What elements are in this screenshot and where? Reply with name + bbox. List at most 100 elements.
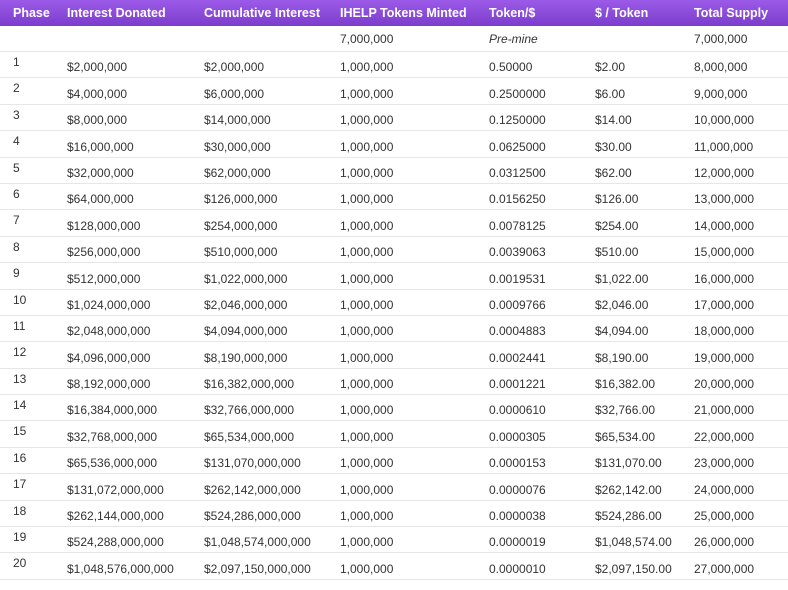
cell-phase: 18: [0, 500, 67, 528]
cell-total-supply: 27,000,000: [694, 552, 788, 580]
cell-cumulative-interest: $1,048,574,000,000: [204, 526, 340, 554]
cell-tokens-minted: 1,000,000: [340, 394, 489, 422]
cell-token-per-dollar: 0.0312500: [489, 157, 595, 184]
cell-phase: 6: [0, 183, 67, 211]
cell-dollar-per-token: $131,070.00: [595, 447, 694, 475]
table-row: 8 $256,000,000 $510,000,000 1,000,000 0.0039…: [0, 236, 788, 264]
cell-cumulative-interest: $1,022,000,000: [204, 262, 340, 290]
cell-tokens-minted: 1,000,000: [340, 130, 489, 158]
table-row: 14 $16,384,000,000 $32,766,000,000 1,000,00…: [0, 394, 788, 422]
cell-tokens-minted: 1,000,000: [340, 526, 489, 554]
table-row: 16 $65,536,000,000 $131,070,000,000 1,000,0…: [0, 447, 788, 475]
cell-tokens-minted: 1,000,000: [340, 552, 489, 580]
table-row: 15 $32,768,000,000 $65,534,000,000 1,000,00…: [0, 420, 788, 448]
cell-tokens-minted: 1,000,000: [340, 262, 489, 290]
cell-dollar-per-token: $62.00: [595, 157, 694, 184]
cell-cumulative-interest: $14,000,000: [204, 104, 340, 132]
table-row: 9 $512,000,000 $1,022,000,000 1,000,000 0.00…: [0, 262, 788, 290]
cell-total-supply: 11,000,000: [694, 130, 788, 158]
cell-interest-donated: $512,000,000: [67, 262, 204, 290]
cell-interest-donated: $8,192,000,000: [67, 368, 204, 396]
cell-tokens-minted: 1,000,000: [340, 368, 489, 396]
cell-dollar-per-token: $14.00: [595, 104, 694, 132]
cell-total-supply: 23,000,000: [694, 447, 788, 475]
table-row: 5 $32,000,000 $62,000,000 1,000,000 0.031250…: [0, 157, 788, 184]
cell-dollar-per-token: $1,048,574.00: [595, 526, 694, 554]
table-row: 18 $262,144,000,000 $524,286,000,000 1,000,…: [0, 500, 788, 528]
cell-total-supply: 10,000,000: [694, 104, 788, 132]
cell-tokens-minted: 1,000,000: [340, 236, 489, 264]
cell-interest-donated: $2,048,000,000: [67, 315, 204, 343]
premine-label: Pre-mine: [489, 26, 595, 52]
cell-tokens-minted: 1,000,000: [340, 51, 489, 79]
cell-token-per-dollar: 0.0009766: [489, 289, 595, 316]
cell-tokens-minted: 1,000,000: [340, 289, 489, 316]
table-row: 1 $2,000,000 $2,000,000 1,000,000 0.50000 $2.…: [0, 51, 788, 79]
cell-tokens-minted: 1,000,000: [340, 157, 489, 184]
table-row: 19 $524,288,000,000 $1,048,574,000,000 1,00…: [0, 526, 788, 554]
cell-interest-donated: $4,096,000,000: [67, 341, 204, 369]
header-total-supply: Total Supply: [694, 6, 769, 20]
cell-total-supply: 8,000,000: [694, 51, 788, 79]
table-row: 4 $16,000,000 $30,000,000 1,000,000 0.062500…: [0, 130, 788, 158]
cell-token-per-dollar: 0.0156250: [489, 183, 595, 211]
cell-phase: 17: [0, 473, 67, 501]
cell-phase: 9: [0, 262, 67, 290]
cell-dollar-per-token: $254.00: [595, 209, 694, 237]
cell-dollar-per-token: $16,382.00: [595, 368, 694, 396]
cell-token-per-dollar: 0.0039063: [489, 236, 595, 264]
cell-total-supply: 24,000,000: [694, 473, 788, 501]
cell-cumulative-interest: $8,190,000,000: [204, 341, 340, 369]
cell-tokens-minted: 1,000,000: [340, 500, 489, 528]
table-row: 17 $131,072,000,000 $262,142,000,000 1,000,…: [0, 473, 788, 501]
table-row: 6 $64,000,000 $126,000,000 1,000,000 0.01562…: [0, 183, 788, 211]
cell-total-supply: 14,000,000: [694, 209, 788, 237]
cell-dollar-per-token: $262,142.00: [595, 473, 694, 501]
premine-cumulative-interest: [204, 26, 340, 52]
cell-interest-donated: $262,144,000,000: [67, 500, 204, 528]
cell-tokens-minted: 1,000,000: [340, 420, 489, 448]
cell-total-supply: 13,000,000: [694, 183, 788, 211]
cell-interest-donated: $8,000,000: [67, 104, 204, 132]
cell-interest-donated: $4,000,000: [67, 77, 204, 105]
cell-cumulative-interest: $126,000,000: [204, 183, 340, 211]
cell-token-per-dollar: 0.0000153: [489, 447, 595, 475]
table-row: 3 $8,000,000 $14,000,000 1,000,000 0.1250000…: [0, 104, 788, 132]
table-row: 2 $4,000,000 $6,000,000 1,000,000 0.2500000 $…: [0, 77, 788, 105]
cell-total-supply: 25,000,000: [694, 500, 788, 528]
cell-phase: 4: [0, 130, 67, 158]
cell-interest-donated: $32,768,000,000: [67, 420, 204, 448]
header-phase: Phase: [13, 6, 50, 20]
cell-tokens-minted: 1,000,000: [340, 104, 489, 132]
cell-dollar-per-token: $4,094.00: [595, 315, 694, 343]
cell-cumulative-interest: $2,046,000,000: [204, 289, 340, 316]
cell-dollar-per-token: $2.00: [595, 51, 694, 79]
cell-interest-donated: $1,024,000,000: [67, 289, 204, 316]
cell-phase: 3: [0, 104, 67, 132]
cell-tokens-minted: 1,000,000: [340, 473, 489, 501]
cell-dollar-per-token: $32,766.00: [595, 394, 694, 422]
cell-cumulative-interest: $65,534,000,000: [204, 420, 340, 448]
cell-token-per-dollar: 0.0625000: [489, 130, 595, 158]
cell-cumulative-interest: $510,000,000: [204, 236, 340, 264]
cell-interest-donated: $64,000,000: [67, 183, 204, 211]
cell-phase: 12: [0, 341, 67, 369]
premine-row: 7,000,000 Pre-mine 7,000,000: [0, 26, 788, 52]
cell-cumulative-interest: $2,097,150,000,000: [204, 552, 340, 580]
cell-total-supply: 20,000,000: [694, 368, 788, 396]
cell-cumulative-interest: $254,000,000: [204, 209, 340, 237]
cell-token-per-dollar: 0.0000019: [489, 526, 595, 554]
cell-phase: 5: [0, 157, 67, 184]
cell-tokens-minted: 1,000,000: [340, 77, 489, 105]
cell-dollar-per-token: $8,190.00: [595, 341, 694, 369]
cell-total-supply: 18,000,000: [694, 315, 788, 343]
cell-token-per-dollar: 0.50000: [489, 51, 595, 79]
cell-total-supply: 16,000,000: [694, 262, 788, 290]
cell-tokens-minted: 1,000,000: [340, 315, 489, 343]
cell-interest-donated: $128,000,000: [67, 209, 204, 237]
header-tokens-minted: IHELP Tokens Minted: [340, 6, 467, 20]
header-row: Phase Interest Donated Cumulative Intere…: [0, 0, 788, 26]
cell-interest-donated: $65,536,000,000: [67, 447, 204, 475]
table-row: 11 $2,048,000,000 $4,094,000,000 1,000,000 0…: [0, 315, 788, 343]
